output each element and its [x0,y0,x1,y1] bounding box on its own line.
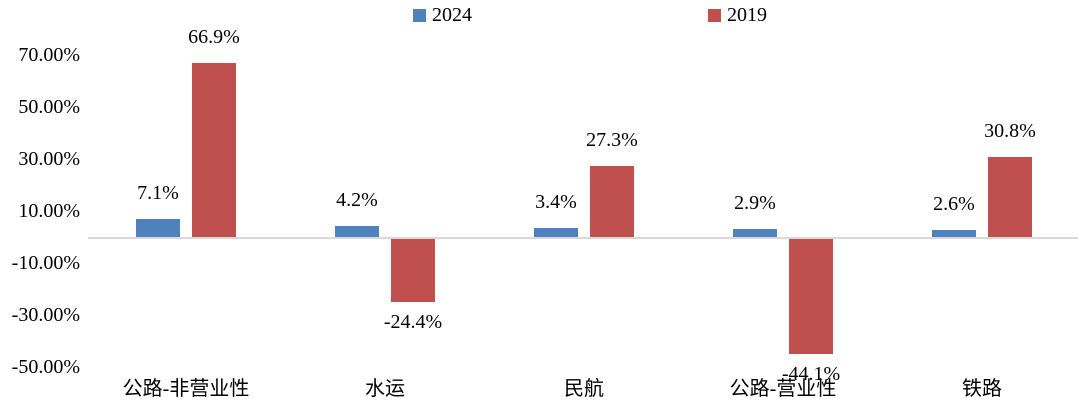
bar-2024 [534,228,578,237]
value-label: 7.1% [137,182,179,204]
category-label: 公路-非营业性 [122,378,250,400]
category-label: 公路-营业性 [729,378,837,400]
category-label: 铁路 [962,378,1002,400]
y-axis-tick-label: -10.00% [11,252,80,274]
legend-label-2024: 2024 [432,4,472,26]
bar-2024 [733,229,777,237]
value-label: 4.2% [336,189,378,211]
value-label: 66.9% [188,26,240,48]
bar-2019 [789,239,833,354]
value-label: 2.9% [734,192,776,214]
bar-2024 [136,219,180,237]
value-label: 2.6% [933,193,975,215]
bar-2019 [391,239,435,302]
y-axis-tick-label: 10.00% [18,200,80,222]
bar-2019 [590,166,634,237]
category-label: 水运 [365,378,405,400]
y-axis-tick-label: 50.00% [18,96,80,118]
bar-2024 [932,230,976,237]
zero-axis-line [88,237,1078,239]
value-label: -24.4% [383,311,443,333]
value-label: 3.4% [535,191,577,213]
legend-item-2024: 2024 [413,4,472,26]
value-label: 27.3% [586,129,638,151]
value-label: -44.1% [781,363,841,385]
y-axis-tick-label: -30.00% [11,304,80,326]
value-label: 30.8% [984,120,1036,142]
bar-2024 [335,226,379,237]
y-axis-tick-label: -50.00% [11,356,80,378]
y-axis-tick-label: 30.00% [18,148,80,170]
legend-swatch-2024 [413,8,426,22]
bar-2019 [192,63,236,237]
bar-2019 [988,157,1032,237]
legend-label-2019: 2019 [727,4,767,26]
legend-swatch-2019 [708,8,721,22]
category-label: 民航 [564,378,604,400]
y-axis-tick-label: 70.00% [18,44,80,66]
legend-item-2019: 2019 [708,4,767,26]
